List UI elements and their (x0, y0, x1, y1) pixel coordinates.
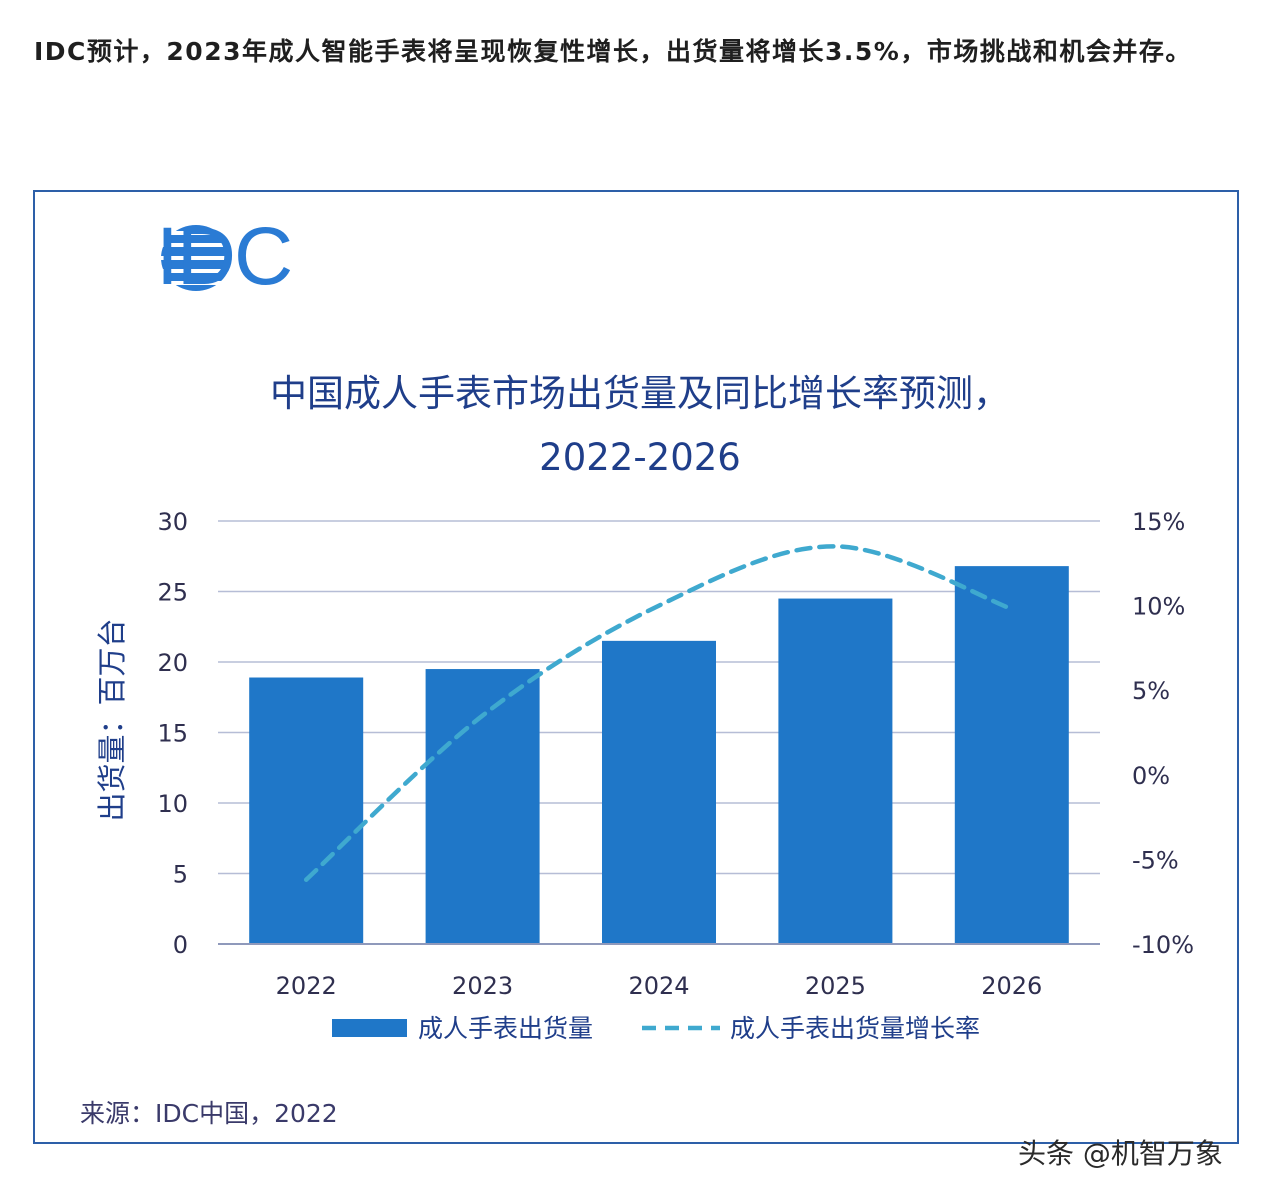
watermark: 头条 @机智万象 (1018, 1137, 1223, 1170)
y-axis-left-tick: 15 (157, 720, 188, 748)
idc-logo-text: IDC (156, 211, 293, 302)
bar (954, 566, 1069, 944)
y-axis-right-tick: 10% (1132, 593, 1185, 621)
y-axis-right-tick: 0% (1132, 762, 1170, 790)
y-axis-left-tick: 0 (173, 931, 188, 959)
y-axis-right-tick: -5% (1132, 846, 1179, 874)
bar (425, 669, 540, 944)
source-note: 来源：IDC中国，2022 (80, 1099, 338, 1128)
y-axis-left-tick: 30 (157, 508, 188, 536)
bar (778, 598, 893, 944)
y-axis-left-tick: 5 (173, 861, 188, 889)
y-axis-left-tick: 20 (157, 649, 188, 677)
legend-swatch-bar (332, 1019, 407, 1037)
chart-subtitle: 2022-2026 (539, 436, 741, 479)
x-axis-tick: 2025 (805, 972, 866, 1000)
growth-rate-line (303, 544, 1015, 882)
y-axis-right-tick: -10% (1132, 931, 1194, 959)
x-axis-tick: 2024 (628, 972, 689, 1000)
idc-globe-icon (161, 225, 231, 291)
x-axis-tick: 2023 (452, 972, 513, 1000)
y-axis-left-tick: 25 (157, 579, 188, 607)
bar (602, 640, 716, 944)
bar (249, 677, 364, 944)
chart-title: 中国成人手表市场出货量及同比增长率预测， (270, 372, 1010, 415)
article-paragraph: IDC预计，2023年成人智能手表将呈现恢复性增长，出货量将增长3.5%，市场挑… (34, 37, 1192, 66)
y-axis-right-tick: 15% (1132, 508, 1185, 536)
x-axis-tick: 2022 (276, 972, 337, 1000)
x-axis-tick: 2026 (981, 972, 1042, 1000)
legend-label-bar: 成人手表出货量 (418, 1014, 593, 1043)
y-axis-right-tick: 5% (1132, 677, 1170, 705)
y-axis-left-tick: 10 (157, 790, 188, 818)
legend-label-line: 成人手表出货量增长率 (730, 1014, 980, 1043)
